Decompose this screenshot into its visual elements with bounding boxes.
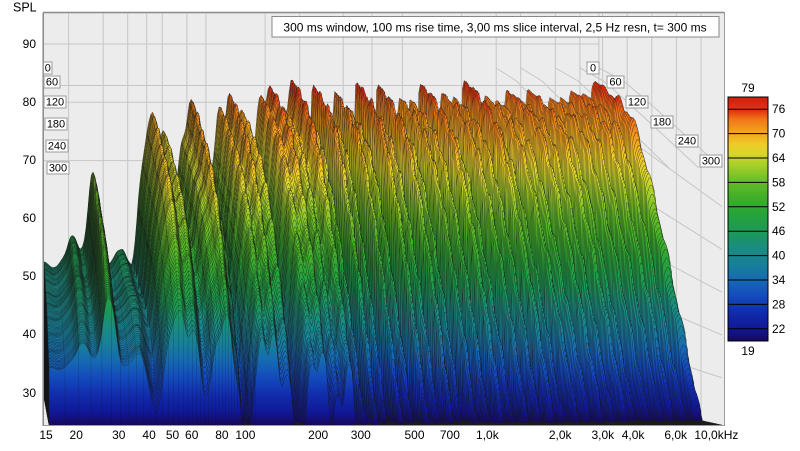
svg-text:1,0k: 1,0k xyxy=(476,428,500,442)
svg-text:79: 79 xyxy=(741,81,755,95)
svg-text:60: 60 xyxy=(185,428,199,442)
svg-text:19: 19 xyxy=(741,344,755,358)
svg-text:70: 70 xyxy=(772,127,786,141)
svg-text:40: 40 xyxy=(772,249,786,263)
svg-text:58: 58 xyxy=(772,175,786,189)
svg-text:500: 500 xyxy=(404,428,424,442)
svg-text:240: 240 xyxy=(678,136,696,148)
svg-text:50: 50 xyxy=(166,428,180,442)
svg-text:200: 200 xyxy=(308,428,328,442)
svg-text:46: 46 xyxy=(772,224,786,238)
svg-text:10,0kHz: 10,0kHz xyxy=(694,428,738,442)
svg-text:52: 52 xyxy=(772,200,786,214)
svg-text:60: 60 xyxy=(23,211,37,225)
svg-text:700: 700 xyxy=(440,428,460,442)
svg-text:120: 120 xyxy=(46,97,64,109)
svg-text:180: 180 xyxy=(47,119,65,131)
svg-text:3,0k: 3,0k xyxy=(591,428,615,442)
svg-text:180: 180 xyxy=(653,117,671,129)
svg-text:0: 0 xyxy=(590,63,596,75)
svg-text:0: 0 xyxy=(45,63,51,75)
svg-text:34: 34 xyxy=(772,273,786,287)
svg-text:15: 15 xyxy=(39,428,53,442)
svg-text:300 ms window, 100 ms rise tim: 300 ms window, 100 ms rise time, 3,00 ms… xyxy=(283,21,706,35)
svg-text:300: 300 xyxy=(702,156,720,168)
svg-text:300: 300 xyxy=(49,163,67,175)
svg-text:40: 40 xyxy=(23,327,37,341)
svg-text:40: 40 xyxy=(142,428,156,442)
svg-text:SPL: SPL xyxy=(13,1,37,15)
svg-text:240: 240 xyxy=(48,141,66,153)
svg-text:60: 60 xyxy=(46,77,58,89)
svg-text:4,0k: 4,0k xyxy=(622,428,646,442)
svg-text:70: 70 xyxy=(23,153,37,167)
svg-text:300: 300 xyxy=(351,428,371,442)
svg-text:76: 76 xyxy=(772,102,786,116)
svg-text:80: 80 xyxy=(23,95,37,109)
svg-text:20: 20 xyxy=(70,428,84,442)
svg-text:28: 28 xyxy=(772,297,786,311)
svg-text:100: 100 xyxy=(235,428,255,442)
svg-text:30: 30 xyxy=(23,386,37,400)
svg-text:50: 50 xyxy=(23,269,37,283)
svg-text:22: 22 xyxy=(772,322,786,336)
svg-text:120: 120 xyxy=(628,97,646,109)
svg-text:80: 80 xyxy=(215,428,229,442)
svg-text:64: 64 xyxy=(772,151,786,165)
svg-text:60: 60 xyxy=(609,77,621,89)
svg-text:2,0k: 2,0k xyxy=(549,428,573,442)
svg-text:30: 30 xyxy=(112,428,126,442)
svg-text:90: 90 xyxy=(23,37,37,51)
svg-text:6,0k: 6,0k xyxy=(664,428,688,442)
